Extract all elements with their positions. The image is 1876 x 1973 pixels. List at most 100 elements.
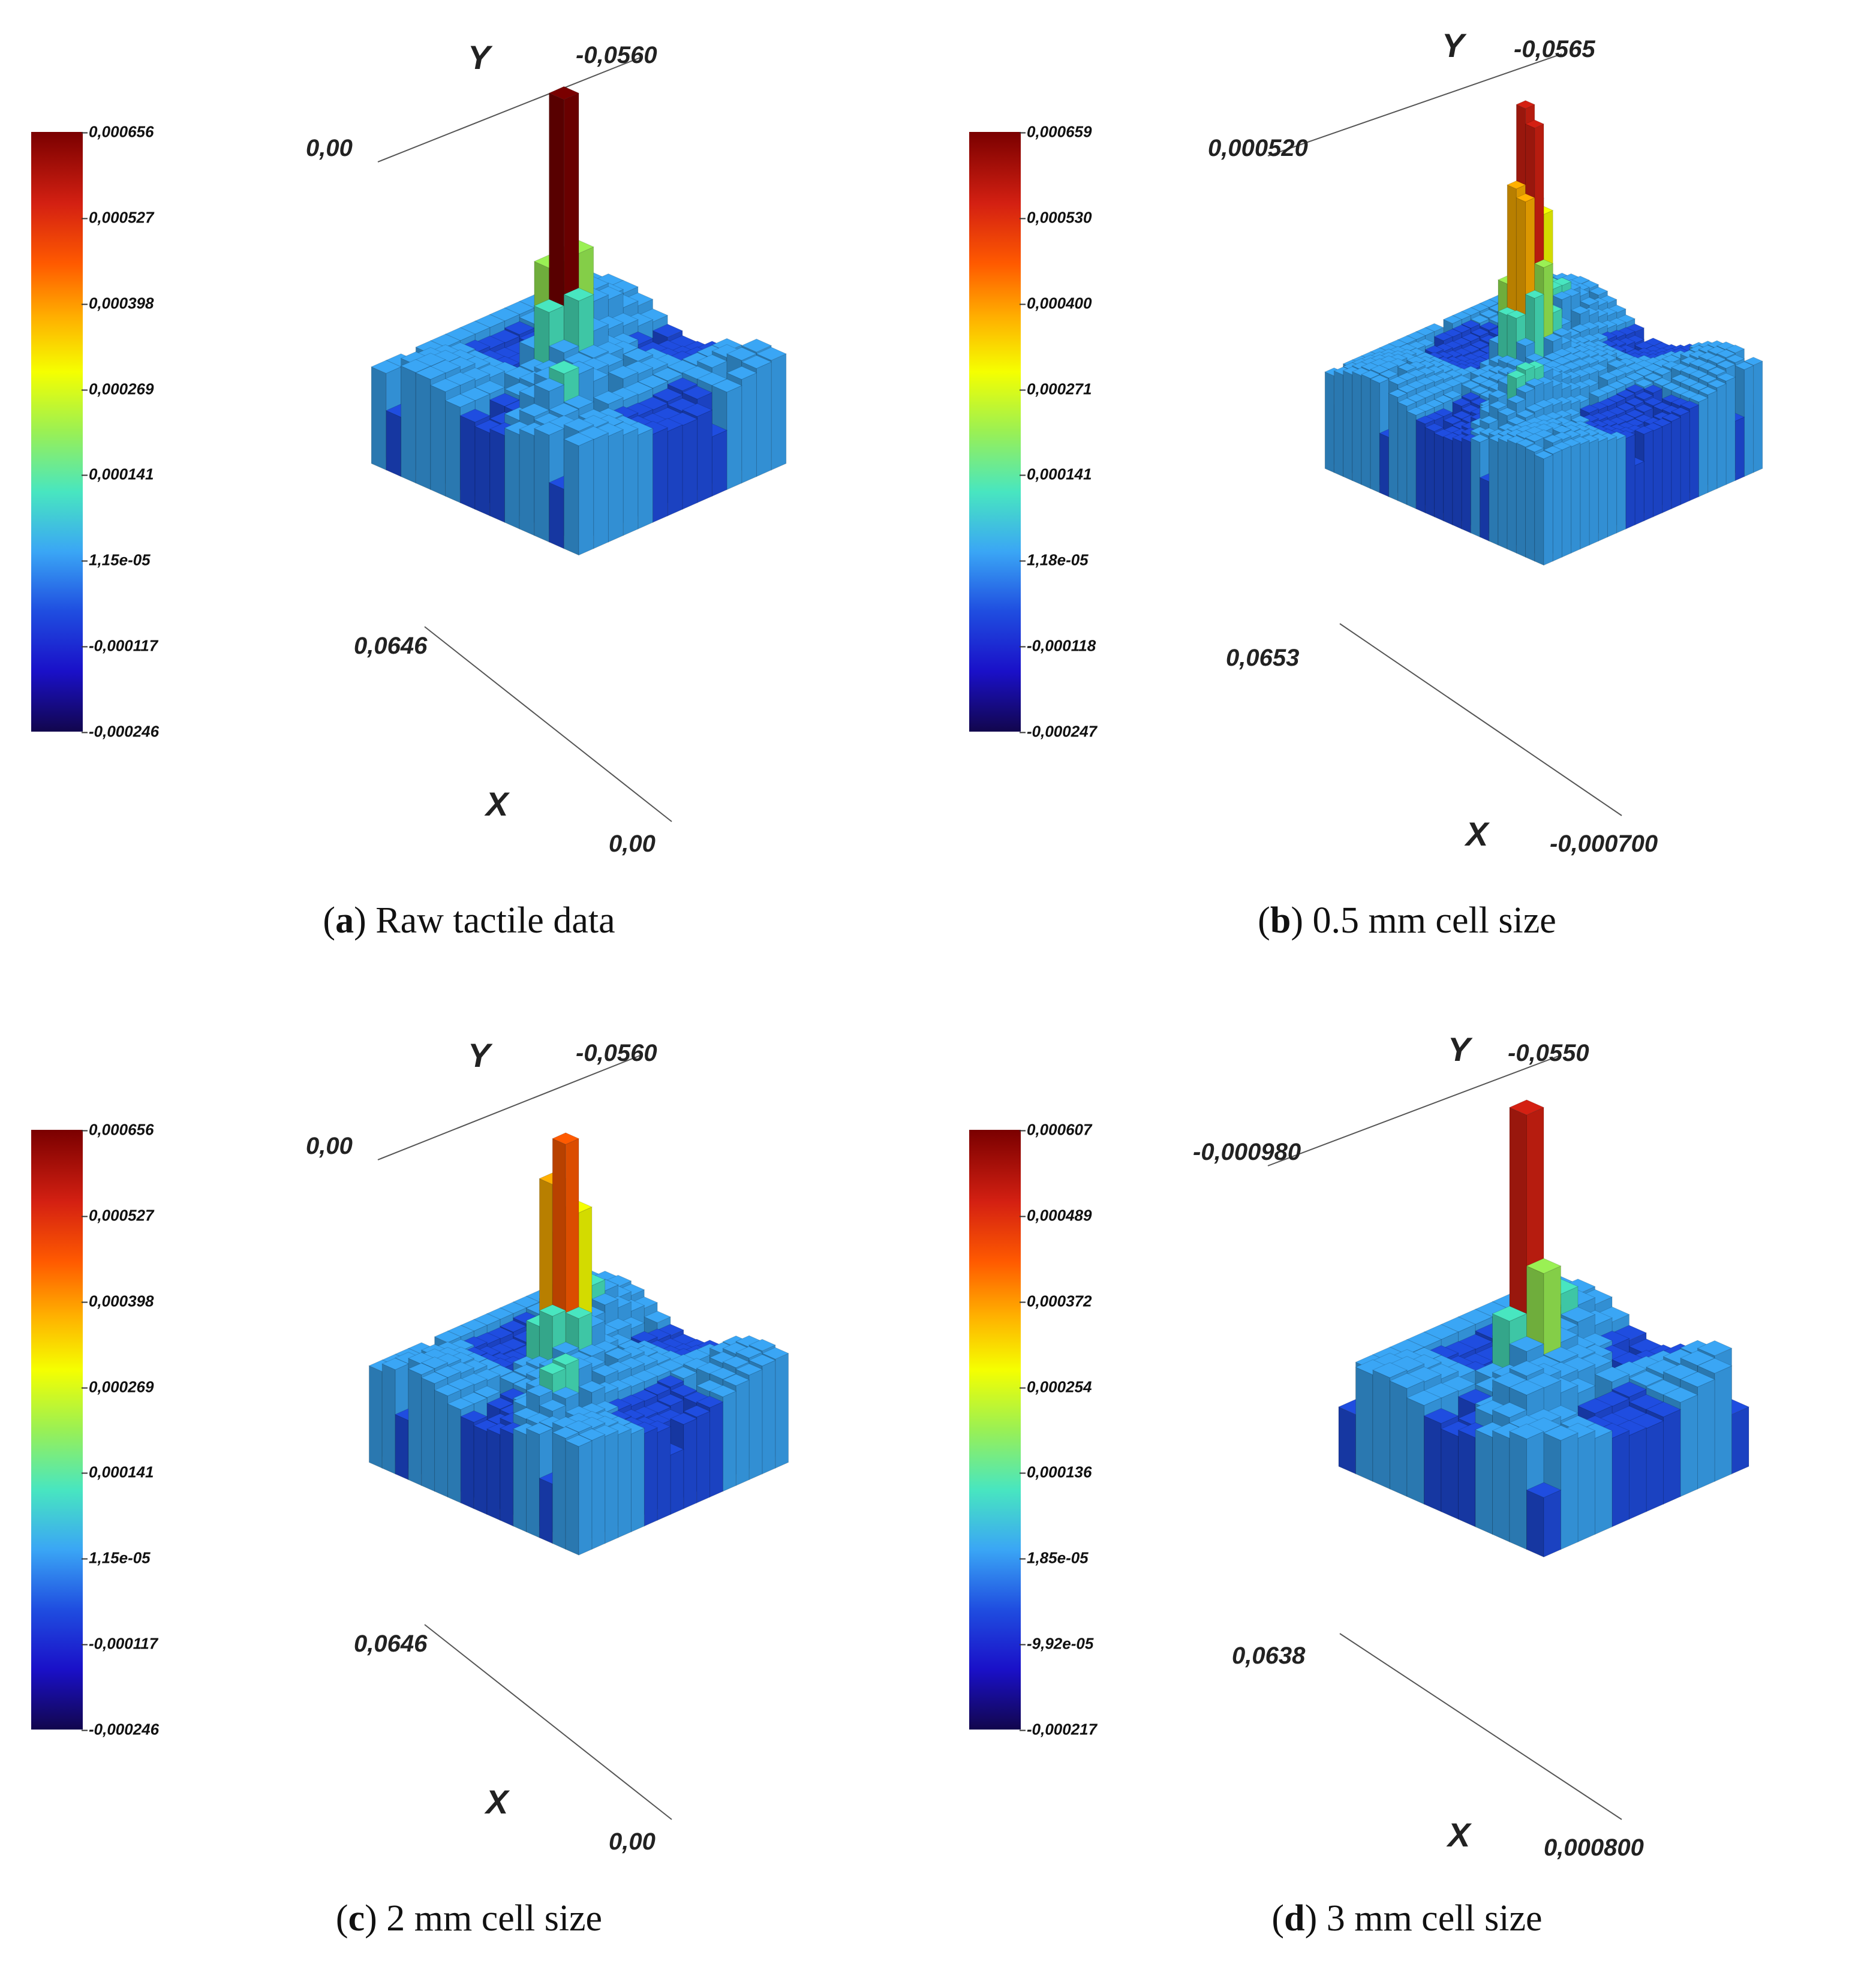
- surface-bar-face: [1423, 1407, 1459, 1424]
- surface-bar-face: [1508, 1379, 1545, 1395]
- surface-bar-face: [696, 1395, 724, 1408]
- surface-bar-face: [696, 354, 728, 368]
- surface-bar-face: [741, 338, 772, 353]
- surface-plot: Y -0,0560 0,00 0,0646 X 0,00: [306, 1036, 789, 1855]
- surface-bar-face: [1451, 398, 1472, 407]
- surface-bar-face: [564, 1306, 593, 1319]
- surface-bar-face: [549, 482, 564, 549]
- surface-bar-face: [539, 1399, 567, 1412]
- colorbar-gradient: [969, 1130, 1021, 1730]
- colorbar-tick: -0,000117: [81, 636, 158, 655]
- colorbar-tick: 0,000269: [81, 380, 154, 398]
- surface-bar-face: [420, 1372, 449, 1384]
- surface-bar-face: [434, 1389, 448, 1498]
- surface-bar-face: [473, 1385, 501, 1398]
- colorbar-tick: -0,000246: [81, 722, 160, 741]
- surface-bar-face: [1470, 303, 1490, 312]
- surface-bar-face: [526, 1428, 540, 1538]
- surface-bar-face: [1697, 1379, 1715, 1490]
- surface-bar-face: [1406, 411, 1417, 510]
- surface-bar-face: [1607, 359, 1627, 368]
- bar-surface: [368, 1132, 789, 1556]
- surface-bar-face: [1516, 362, 1536, 371]
- surface-bar-face: [1460, 333, 1481, 342]
- surface-bar-face: [709, 1385, 737, 1397]
- surface-bar-face: [1697, 1340, 1733, 1357]
- surface-bar-face: [762, 1360, 776, 1475]
- surface-bar-face: [1460, 392, 1481, 401]
- colorbar-tick: 0,000141: [81, 1463, 154, 1481]
- colorbar-tick: -9,92e-05: [1019, 1634, 1094, 1653]
- surface-bar-face: [489, 307, 521, 321]
- surface-bar-face: [1725, 344, 1745, 354]
- surface-plot: Y -0,0565 0,000520 0,0653 X -0,000700: [1208, 26, 1764, 857]
- caption: (b) 0.5 mm cell size: [1258, 900, 1556, 941]
- surface-bar-face: [563, 287, 594, 302]
- surface-bar-face: [1577, 1398, 1613, 1414]
- surface-bar-face: [1526, 1258, 1562, 1274]
- colorbar-tick: 0,000398: [81, 294, 154, 312]
- surface-bar-face: [1508, 1336, 1545, 1352]
- surface-bar-face: [1479, 415, 1499, 425]
- colorbar-tick: 0,000656: [81, 1120, 154, 1139]
- surface-bar-face: [386, 410, 402, 477]
- surface-plot: Y -0,0550 -0,000980 0,0638 X 0,000800: [1193, 1030, 1750, 1861]
- surface-bar-face: [1698, 362, 1718, 371]
- surface-bar-face: [630, 1427, 645, 1533]
- surface-bar-face: [552, 1431, 566, 1550]
- panel-b: 0,000659 0,000530 0,000400 0,000271 0,00…: [938, 0, 1876, 998]
- surface-bar-face: [525, 1422, 554, 1435]
- surface-bar-face: [533, 378, 565, 392]
- surface-bar-face: [519, 428, 535, 536]
- surface-bar-face: [1516, 338, 1536, 347]
- surface-bar-face: [666, 377, 698, 392]
- surface-bar-face: [459, 408, 491, 423]
- surface-bar-face: [669, 1384, 698, 1397]
- surface-bar-face: [539, 1478, 553, 1544]
- surface-bar-face: [1355, 1367, 1373, 1482]
- surface-bar-face: [1492, 1402, 1528, 1418]
- surface-bar-face: [578, 1344, 606, 1357]
- caption-letter: b: [1270, 900, 1291, 941]
- surface-bar-face: [1734, 361, 1754, 371]
- surface-bar-face: [1390, 1380, 1408, 1497]
- surface-bar-face: [1458, 1429, 1476, 1527]
- surface-bar-face: [604, 1347, 632, 1360]
- surface-bar-face: [653, 427, 668, 523]
- surface-bar-face: [748, 1339, 776, 1352]
- y-axis-start: 0,00: [306, 135, 353, 161]
- surface-bar-face: [683, 1418, 698, 1509]
- surface-bar-face: [1470, 327, 1490, 337]
- surface-bar-face: [1406, 1389, 1442, 1406]
- caption: (d) 3 mm cell size: [1271, 1898, 1543, 1939]
- surface-bar-face: [711, 378, 742, 393]
- surface-bar-face: [1516, 100, 1536, 109]
- surface-bar-face: [771, 353, 787, 471]
- axis-lines: [1267, 53, 1622, 816]
- surface-bar-face: [564, 1434, 593, 1447]
- surface-bar-face: [1440, 1316, 1477, 1333]
- surface-plot: Y -0,0560 0,00 0,0646 X 0,00: [306, 38, 787, 857]
- colorbar-tick: 0,000141: [1019, 465, 1092, 483]
- surface-bar-face: [460, 1416, 474, 1509]
- surface-bar-face: [370, 360, 402, 374]
- surface-bar-face: [1688, 382, 1709, 391]
- x-axis-end: -0,000700: [1550, 831, 1658, 857]
- surface-bar-face: [474, 426, 491, 517]
- surface-bar-face: [534, 428, 550, 543]
- surface-bar-face: [563, 438, 579, 556]
- colorbar-tick: -0,000117: [81, 1634, 158, 1653]
- y-axis-start: 0,000520: [1208, 135, 1308, 161]
- caption-text: 0.5 mm cell size: [1312, 900, 1556, 941]
- surface-bar-face: [415, 372, 431, 491]
- surface-bar-face: [623, 428, 639, 536]
- surface-bar-face: [368, 1365, 383, 1469]
- surface-bar-face: [1679, 400, 1700, 410]
- surface-bar-face: [711, 429, 727, 497]
- surface-bar-face: [1570, 305, 1591, 315]
- surface-bar-face: [1707, 390, 1718, 494]
- surface-bar-face: [489, 393, 521, 407]
- surface-bar-face: [1625, 397, 1645, 407]
- surface-bar-face: [1629, 1427, 1647, 1520]
- surface-bar-face: [1607, 436, 1618, 538]
